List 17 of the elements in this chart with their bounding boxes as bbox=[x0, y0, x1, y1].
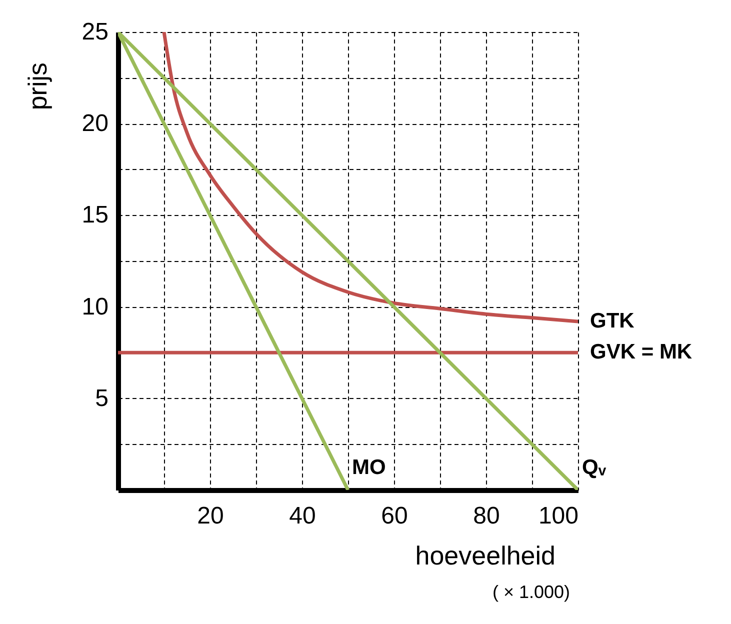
x-tick-label: 40 bbox=[289, 502, 316, 530]
series-label: Qᵥ bbox=[582, 456, 606, 479]
x-tick-label: 80 bbox=[473, 502, 500, 530]
x-axis-title: hoeveelheid bbox=[415, 540, 556, 570]
y-tick-label: 15 bbox=[82, 202, 108, 229]
y-tick-label: 20 bbox=[82, 110, 108, 138]
y-tick-label: 10 bbox=[82, 293, 108, 320]
y-axis-title: prijs bbox=[22, 62, 52, 110]
series-label: GVK = MK bbox=[590, 340, 692, 364]
text: ( × 1.000) bbox=[491, 582, 570, 603]
y-tick-label: 5 bbox=[95, 384, 108, 412]
y-tick-label: 25 bbox=[82, 18, 108, 46]
x-tick-label: 60 bbox=[381, 502, 408, 530]
x-tick-label: 20 bbox=[197, 502, 224, 530]
series-label: MO bbox=[352, 456, 386, 479]
series-label: GTK bbox=[590, 309, 634, 332]
x-tick-label: 100 bbox=[538, 502, 578, 530]
